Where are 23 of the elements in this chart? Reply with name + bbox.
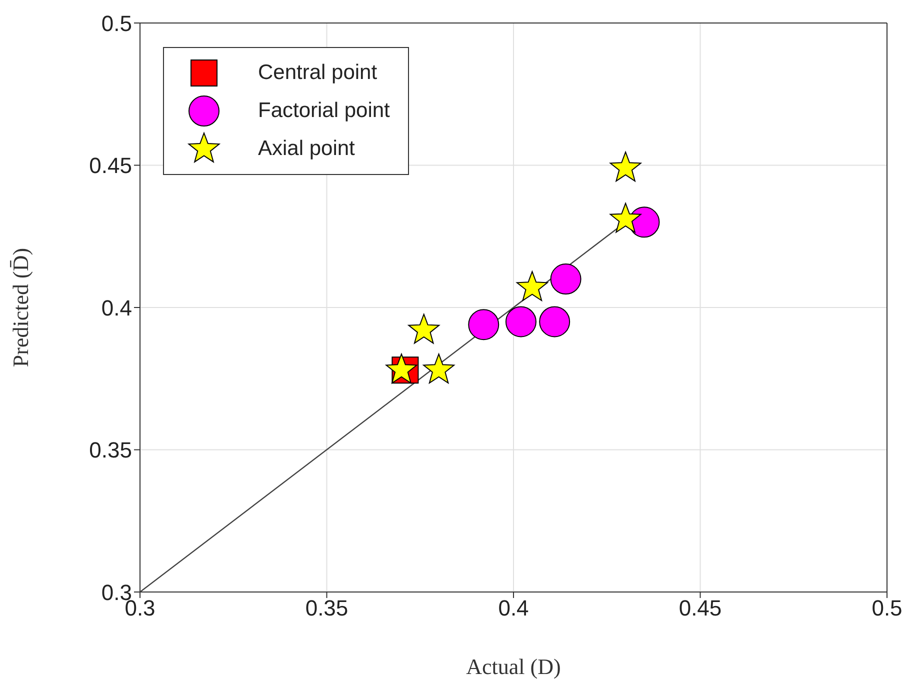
- point: [386, 354, 418, 384]
- y-tick-label: 0.4: [101, 295, 132, 320]
- y-tick-label: 0.5: [101, 10, 132, 36]
- point: [550, 264, 582, 295]
- x-tick-label: 0.5: [872, 596, 902, 621]
- x-axis-title: Actual (D): [466, 654, 561, 679]
- legend-label: Axial point: [258, 137, 355, 161]
- point: [539, 306, 570, 338]
- x-tick-label: 0.35: [305, 596, 348, 621]
- y-tick-label: 0.45: [89, 153, 132, 178]
- point: [423, 354, 455, 384]
- point: [610, 202, 642, 233]
- x-tick-label: 0.45: [678, 596, 722, 621]
- x-tick-label: 0.4: [498, 596, 529, 621]
- point: [516, 271, 548, 302]
- legend-label: Factorial point: [258, 99, 390, 123]
- point: [505, 306, 536, 338]
- y-axis-title: Predicted (D̄): [8, 248, 33, 368]
- legend-label: Central point: [258, 61, 378, 85]
- point: [408, 314, 440, 344]
- point: [610, 152, 642, 182]
- point: [468, 309, 500, 340]
- y-tick-label: 0.35: [89, 438, 132, 463]
